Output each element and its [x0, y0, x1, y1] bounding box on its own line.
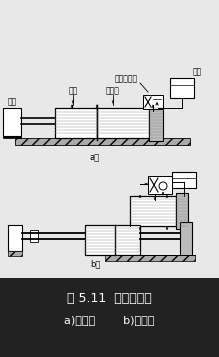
Bar [172, 172, 196, 188]
Bar [97, 108, 149, 138]
Bar [148, 176, 172, 194]
Text: a）: a） [90, 154, 100, 162]
Text: 气缸: 气缸 [68, 86, 78, 96]
Text: a)串联式        b)并联式: a)串联式 b)并联式 [64, 315, 154, 325]
Bar [55, 108, 97, 138]
Bar [149, 105, 163, 141]
Bar [180, 222, 192, 258]
Bar [0, 278, 219, 357]
Text: 油杯: 油杯 [192, 67, 202, 76]
Bar [3, 108, 21, 136]
Bar [176, 193, 188, 229]
Text: 液压缸: 液压缸 [106, 86, 120, 96]
Bar [170, 78, 194, 98]
Text: b）: b） [90, 260, 100, 268]
Bar [3, 136, 21, 138]
Bar [130, 196, 176, 226]
Text: 图 5.11  气液阻尼缸: 图 5.11 气液阻尼缸 [67, 292, 151, 305]
Text: 单向节流阀: 单向节流阀 [115, 75, 138, 84]
Bar [143, 95, 163, 109]
Bar [85, 225, 140, 255]
Bar [30, 230, 38, 242]
Bar [15, 138, 190, 145]
Bar [8, 225, 22, 251]
Bar [8, 251, 22, 256]
Bar [105, 255, 195, 261]
Text: 负载: 负载 [7, 97, 17, 106]
